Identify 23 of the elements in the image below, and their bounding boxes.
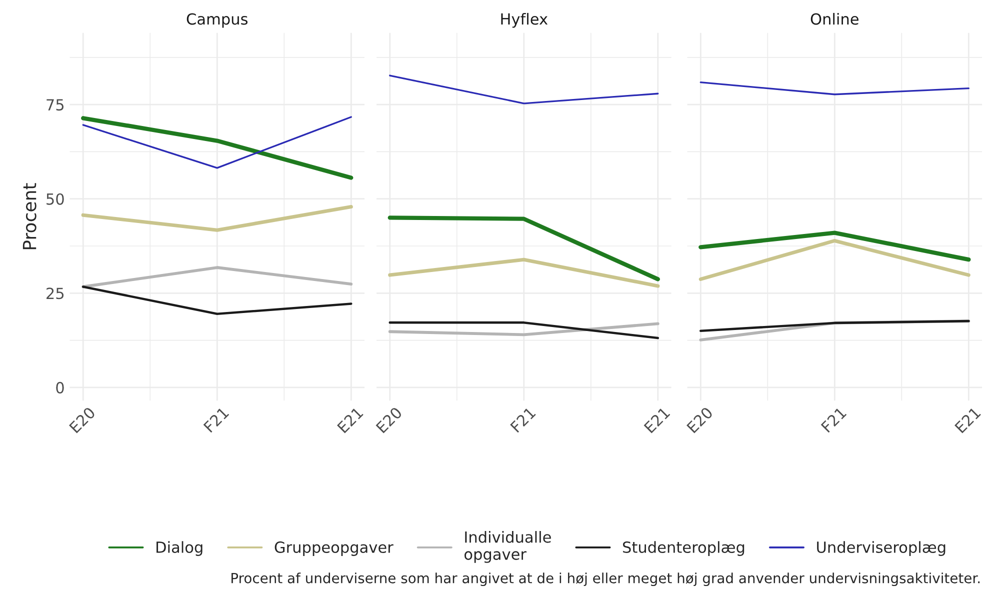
chart-title: Hyflex — [501, 12, 548, 28]
x-tick-label: E20 — [376, 406, 403, 434]
y-tick-label: 25 — [46, 288, 64, 300]
legend-label: Studenteroplæg — [623, 541, 744, 556]
legend-label: Individualle opgaver — [464, 531, 551, 563]
y-tick-label: 50 — [46, 193, 64, 205]
y-tick-label: 75 — [46, 99, 64, 111]
x-tick-label: E21 — [336, 406, 364, 434]
legend-label: Gruppeopgaver — [274, 541, 394, 556]
text: Procent af underviserne som har angivet at de i høj eller meget høj grad anvender undervisningsaktiviteter. — [232, 572, 980, 586]
x-tick-label: F21 — [820, 406, 847, 433]
x-tick-label: F21 — [510, 406, 536, 433]
x-tick-label: E21 — [954, 406, 981, 434]
x-tick-label: F21 — [203, 406, 230, 433]
y-tick-label: 0 — [56, 382, 64, 394]
chart-title: Campus — [186, 13, 248, 28]
y-axis-title: Procent — [22, 183, 36, 250]
x-tick-label: E20 — [686, 406, 714, 434]
x-tick-label: E21 — [644, 406, 670, 434]
x-tick-label: E20 — [68, 406, 96, 434]
legend-label: Underviseroplæg — [817, 541, 946, 556]
chart-title: Online — [810, 12, 858, 25]
legend-label: Dialog — [156, 541, 202, 556]
